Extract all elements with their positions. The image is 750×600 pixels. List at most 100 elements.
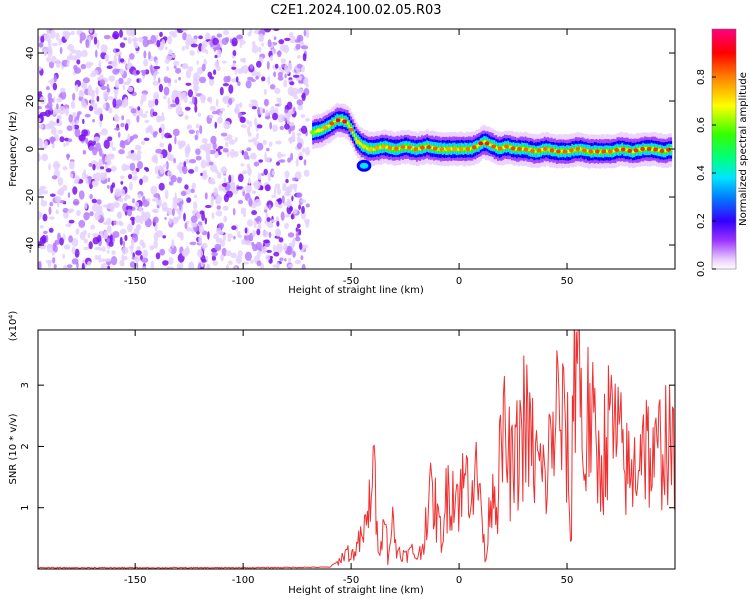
noise-speckle [221,37,229,46]
noise-speckle [106,65,113,69]
noise-speckle [199,76,207,84]
noise-speckle [75,84,79,92]
noise-speckle [140,140,146,146]
noise-speckle [92,163,96,171]
noise-speckle [286,245,293,256]
noise-speckle [234,266,238,269]
noise-speckle [112,30,120,40]
noise-speckle [154,98,159,106]
noise-speckle [301,205,305,214]
noise-speckle [191,38,198,43]
noise-speckle [98,254,101,263]
noise-speckle [256,142,264,151]
noise-speckle [142,249,149,258]
noise-speckle [56,118,60,124]
noise-speckle [284,222,289,229]
noise-speckle [135,250,142,256]
noise-speckle [174,79,178,84]
noise-speckle [39,111,48,117]
noise-speckle [296,99,304,106]
noise-speckle [100,44,108,53]
ridge-peak [581,148,587,153]
noise-speckle [251,45,259,54]
noise-speckle [180,190,187,196]
noise-speckle [124,123,129,131]
noise-speckle [195,123,200,129]
noise-speckle [110,256,118,266]
noise-speckle [163,95,167,100]
colorbar-label: Normalized spectral amplitude [738,72,749,226]
noise-speckle [136,150,142,156]
noise-speckle [286,68,290,75]
noise-speckle [147,198,151,202]
noise-speckle [273,251,280,257]
noise-speckle [58,105,66,115]
noise-speckle [155,230,163,238]
noise-speckle [197,249,204,258]
noise-speckle [168,217,172,225]
x-tick-label: -100 [232,575,255,586]
noise-speckle [121,246,129,255]
noise-speckle [49,201,54,207]
noise-speckle [305,117,311,122]
noise-speckle [55,32,60,41]
ridge-peak [342,119,347,124]
y-tick-label: 2 [20,443,31,449]
noise-speckle [246,147,252,152]
noise-speckle [191,210,196,214]
noise-speckle [95,142,101,152]
noise-speckle [223,76,229,83]
ridge-band [333,120,336,124]
noise-speckle [196,60,199,65]
noise-speckle [198,225,205,234]
noise-speckle [257,250,261,258]
ridge-band [424,145,427,149]
noise-speckle [284,258,287,262]
noise-speckle [139,215,144,224]
noise-speckle [278,237,284,243]
noise-speckle [250,79,256,82]
noise-speckle [58,187,65,196]
noise-speckle [268,231,272,238]
heatmap-cells [38,29,673,269]
noise-speckle [69,161,75,170]
noise-speckle [45,259,53,264]
noise-speckle [111,182,116,189]
noise-speckle [121,115,125,121]
noise-speckle [225,190,233,198]
noise-speckle [272,112,278,121]
y-tick-label: 0 [25,146,36,152]
noise-speckle [253,180,261,190]
noise-speckle [103,103,106,110]
noise-speckle [250,152,257,160]
noise-speckle [150,64,153,74]
noise-speckle [87,89,95,97]
ridge-band [612,149,616,153]
ridge-peak [569,148,574,153]
noise-speckle [289,136,293,144]
noise-speckle [167,143,172,153]
noise-speckle [164,217,167,220]
noise-speckle [128,245,134,250]
noise-speckle [250,99,257,104]
noise-speckle [51,122,59,126]
noise-speckle [103,91,108,101]
noise-speckle [153,216,159,224]
noise-speckle [261,42,265,47]
noise-speckle [184,222,188,229]
ridge-band [547,147,550,151]
noise-speckle [252,137,258,142]
noise-speckle [43,34,48,38]
noise-speckle [215,210,223,217]
noise-speckle [38,260,42,269]
noise-speckle [228,97,233,106]
ridge-band [457,148,460,151]
noise-speckle [289,35,296,44]
noise-speckle [268,141,273,147]
noise-speckle [155,59,159,66]
noise-speckle [236,186,244,190]
noise-speckle [305,220,310,228]
noise-speckle [70,49,78,54]
noise-speckle [158,182,165,191]
noise-speckle [233,235,236,240]
